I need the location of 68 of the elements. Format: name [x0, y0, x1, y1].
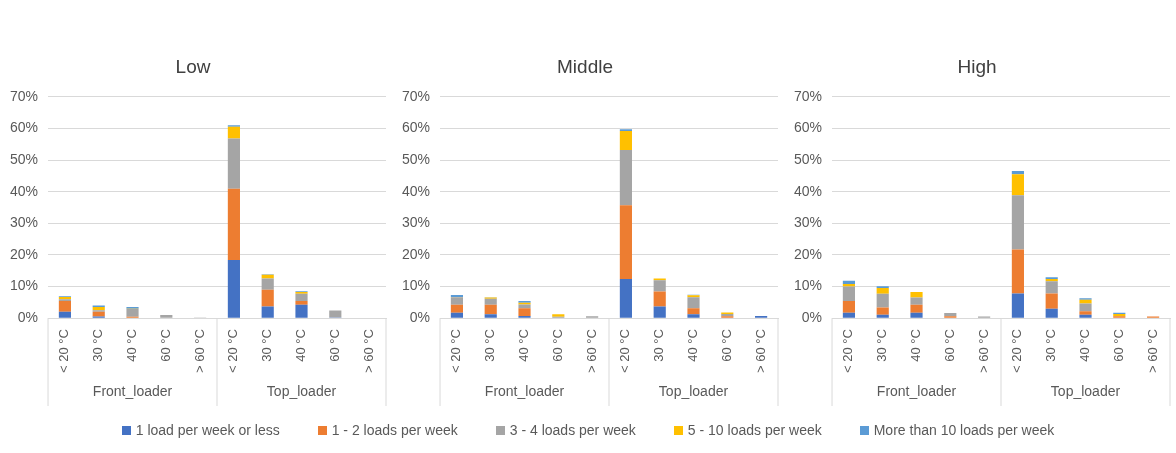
- y-tick-label: 20%: [793, 245, 823, 262]
- y-tick-label: 20%: [401, 245, 431, 262]
- text: Front_loader: [484, 382, 565, 399]
- y-tick-label: 30%: [9, 214, 39, 231]
- x-tick-label: < 20 °C: [448, 329, 464, 374]
- x-tick-label: 30 °C: [259, 329, 275, 362]
- y-tick-label: 60%: [793, 119, 823, 136]
- x-tick-label: > 60 °C: [583, 329, 599, 374]
- text: Top_loader: [658, 382, 729, 399]
- x-tick-label: 40 °C: [516, 329, 532, 362]
- chart-title: High: [957, 55, 997, 77]
- y-tick-label: 70%: [793, 87, 823, 104]
- y-tick-label: 30%: [793, 214, 823, 231]
- x-tick-label: 60 °C: [1110, 329, 1126, 362]
- x-tick-label: > 60 °C: [975, 329, 991, 374]
- legend-label: 1 - 2 loads per week: [331, 422, 458, 438]
- y-tick-label: 60%: [9, 119, 39, 136]
- x-tick-label: 30 °C: [1043, 329, 1059, 362]
- x-tick-label: 40 °C: [908, 329, 924, 362]
- x-tick-label: > 60 °C: [191, 329, 207, 374]
- y-tick-label: 20%: [9, 245, 39, 262]
- x-tick-label: 60 °C: [941, 329, 957, 362]
- x-tick-label: 30 °C: [482, 329, 498, 362]
- y-tick-label: 10%: [793, 277, 823, 294]
- x-tick-label: < 20 °C: [225, 329, 241, 374]
- x-tick-label: 30 °C: [651, 329, 667, 362]
- chart-title: Middle: [557, 55, 613, 77]
- y-tick-label: 70%: [9, 87, 39, 104]
- x-tick-label: < 20 °C: [840, 329, 856, 374]
- y-tick-label: 50%: [9, 150, 39, 167]
- x-tick-label: < 20 °C: [617, 329, 633, 374]
- legend-label: More than 10 loads per week: [873, 422, 1055, 438]
- x-tick-label: 40 °C: [685, 329, 701, 362]
- legend-label: 5 - 10 loads per week: [687, 422, 822, 438]
- x-tick-label: < 20 °C: [56, 329, 72, 374]
- x-tick-label: 30 °C: [90, 329, 106, 362]
- x-tick-label: 40 °C: [124, 329, 140, 362]
- y-tick-label: 70%: [401, 87, 431, 104]
- legend-label: 3 - 4 loads per week: [509, 422, 636, 438]
- x-tick-label: 60 °C: [549, 329, 565, 362]
- y-tick-label: 30%: [401, 214, 431, 231]
- x-tick-label: < 20 °C: [1009, 329, 1025, 374]
- x-tick-label: > 60 °C: [752, 329, 768, 374]
- y-tick-label: 50%: [793, 150, 823, 167]
- y-tick-label: 50%: [401, 150, 431, 167]
- x-tick-label: 30 °C: [874, 329, 890, 362]
- y-tick-label: 0%: [409, 309, 431, 325]
- text: Front_loader: [876, 382, 957, 399]
- y-tick-label: 10%: [401, 277, 431, 294]
- x-tick-label: 60 °C: [157, 329, 173, 362]
- text: Front_loader: [92, 382, 173, 399]
- chart-title: Low: [175, 55, 211, 77]
- y-tick-label: 40%: [401, 182, 431, 199]
- x-tick-label: > 60 °C: [1144, 329, 1160, 374]
- legend-label: 1 load per week or less: [135, 422, 280, 438]
- x-tick-label: 60 °C: [326, 329, 342, 362]
- text: Top_loader: [266, 382, 337, 399]
- y-tick-label: 0%: [17, 309, 39, 325]
- x-tick-label: 60 °C: [718, 329, 734, 362]
- y-tick-label: 60%: [401, 119, 431, 136]
- text: Top_loader: [1050, 382, 1121, 399]
- x-tick-label: 40 °C: [293, 329, 309, 362]
- y-tick-label: 10%: [9, 277, 39, 294]
- y-tick-label: 40%: [9, 182, 39, 199]
- x-tick-label: > 60 °C: [360, 329, 376, 374]
- x-tick-label: 40 °C: [1077, 329, 1093, 362]
- y-tick-label: 0%: [801, 309, 823, 325]
- y-tick-label: 40%: [793, 182, 823, 199]
